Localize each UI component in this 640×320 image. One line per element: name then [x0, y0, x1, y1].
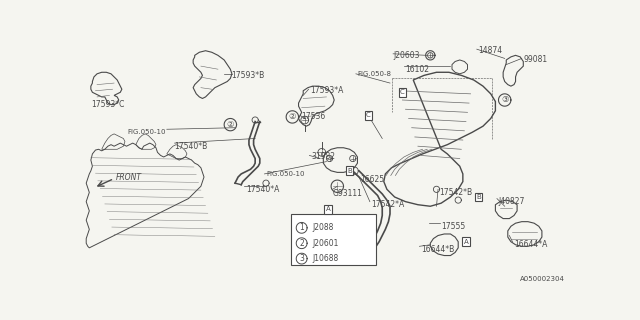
Text: J10688: J10688	[312, 254, 339, 263]
Text: ③: ③	[501, 95, 508, 105]
Text: 16102: 16102	[406, 65, 429, 74]
Text: C: C	[400, 89, 404, 95]
Text: 99081: 99081	[524, 55, 547, 64]
Text: 17593*A: 17593*A	[310, 86, 344, 95]
Text: 16625: 16625	[360, 175, 385, 184]
Text: J20603: J20603	[394, 51, 420, 60]
Text: ②: ②	[289, 112, 296, 121]
Text: J40827: J40827	[499, 197, 525, 206]
Text: J2088: J2088	[312, 223, 334, 232]
Text: 17542*B: 17542*B	[440, 188, 473, 197]
Text: 17555: 17555	[441, 222, 465, 231]
Text: FIG.050-10: FIG.050-10	[127, 129, 166, 135]
Text: 31982: 31982	[312, 152, 336, 161]
Text: 17536: 17536	[301, 112, 325, 121]
Text: 3: 3	[300, 254, 304, 263]
Text: G93111: G93111	[333, 189, 362, 198]
Text: 17593*B: 17593*B	[231, 71, 264, 80]
Text: 17542*A: 17542*A	[371, 200, 404, 209]
Text: B: B	[476, 194, 481, 200]
Text: FRONT: FRONT	[116, 172, 141, 181]
Text: ②: ②	[227, 120, 234, 129]
Text: 1: 1	[300, 223, 304, 232]
Text: FIG.050-10: FIG.050-10	[266, 171, 305, 177]
Text: 16644*B: 16644*B	[421, 245, 454, 254]
Text: 17593*C: 17593*C	[91, 100, 124, 109]
Text: 17540*B: 17540*B	[175, 141, 208, 151]
Text: 14874: 14874	[478, 46, 502, 55]
Text: FIG.050-8: FIG.050-8	[358, 71, 392, 77]
Text: 16644*A: 16644*A	[514, 240, 547, 249]
Text: 2: 2	[300, 239, 304, 248]
Text: C: C	[366, 112, 371, 118]
Text: 17540*A: 17540*A	[246, 185, 279, 194]
Text: A: A	[463, 239, 468, 245]
Text: A050002304: A050002304	[520, 276, 565, 282]
FancyBboxPatch shape	[291, 214, 376, 265]
Text: J20601: J20601	[312, 239, 339, 248]
Text: A: A	[326, 206, 330, 212]
Text: B: B	[348, 168, 352, 174]
